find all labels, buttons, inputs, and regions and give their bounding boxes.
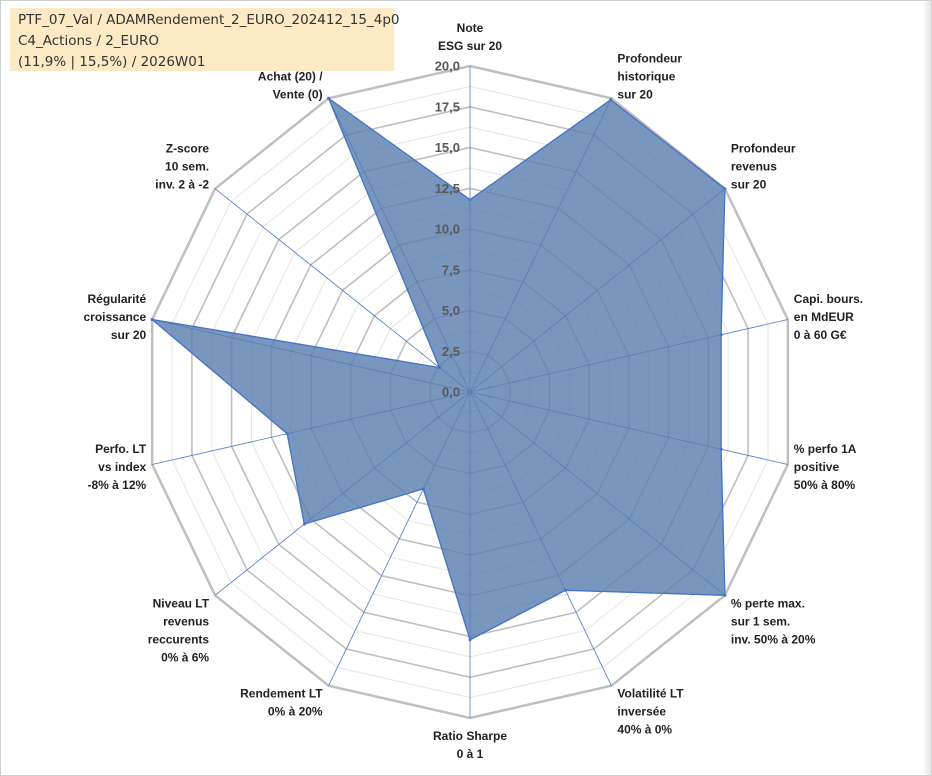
tick-label: 7,5 — [442, 262, 460, 277]
axis-label: Capi. bours. en MdEUR 0 à 60 G€ — [794, 292, 863, 342]
series-area — [149, 96, 726, 641]
portfolio-info-box: PTF_07_Val / ADAMRendement_2_EURO_202412… — [10, 8, 399, 71]
portfolio-category: C4_Actions / 2_EURO — [18, 33, 159, 49]
data-point — [327, 96, 331, 100]
data-point — [723, 187, 727, 191]
data-point — [421, 487, 425, 491]
portfolio-name: PTF_07_Val / ADAMRendement_2_EURO_202412… — [18, 12, 400, 28]
data-point — [719, 447, 723, 451]
data-point — [302, 522, 306, 526]
data-point — [723, 593, 727, 597]
radar-tick-labels: 0,0 2,5 5,0 7,5 10,0 12,5 15,0 17,5 20,0 — [435, 59, 460, 400]
data-point — [609, 98, 613, 102]
tick-label: 5,0 — [442, 303, 460, 318]
axis-spoke — [214, 188, 471, 393]
radar-axis-labels: Note ESG sur 20 Profondeur historique sur 20… — [83, 21, 863, 761]
axis-label: Z-score 10 sem. inv. 2 à -2 — [155, 142, 209, 192]
radar-series — [149, 96, 727, 642]
data-point — [719, 333, 723, 337]
axis-label: % perfo 1A positive 50% à 80% — [794, 442, 857, 492]
data-point — [564, 588, 567, 592]
data-point — [468, 638, 472, 642]
axis-label: Achat (20) / Vente (0) — [258, 69, 323, 101]
axis-label: Perfo. LT vs index -8% à 12% — [87, 442, 146, 492]
axis-label: Rendement LT 0% à 20% — [240, 687, 323, 719]
tick-label: 20,0 — [435, 59, 460, 74]
tick-label: 12,5 — [435, 181, 460, 196]
axis-label: Volatilité LT inversée 40% à 0% — [617, 687, 684, 737]
data-point — [150, 318, 154, 321]
axis-label: Profondeur historique sur 20 — [617, 51, 682, 101]
tick-label: 15,0 — [435, 140, 460, 155]
axis-label: Régularité croissance sur 20 — [83, 292, 146, 342]
right-edge-shadow — [922, 0, 932, 776]
axis-label: Niveau LT revenus reccurents 0% à 6% — [148, 596, 210, 664]
portfolio-stats: (11,9% | 15,5%) / 2026W01 — [18, 54, 206, 70]
tick-label: 2,5 — [442, 344, 460, 359]
data-point — [285, 432, 289, 436]
tick-label: 10,0 — [435, 222, 460, 237]
axis-label: % perte max. sur 1 sem. inv. 50% à 20% — [731, 596, 816, 646]
axis-label: Ratio Sharpe 0 à 1 — [433, 729, 507, 761]
tick-label: 17,5 — [435, 99, 460, 114]
axis-label: Profondeur revenus sur 20 — [731, 142, 796, 192]
data-point — [468, 198, 472, 202]
axis-label: Note ESG sur 20 — [438, 21, 502, 53]
data-point — [437, 366, 441, 370]
tick-label: 0,0 — [442, 385, 460, 400]
